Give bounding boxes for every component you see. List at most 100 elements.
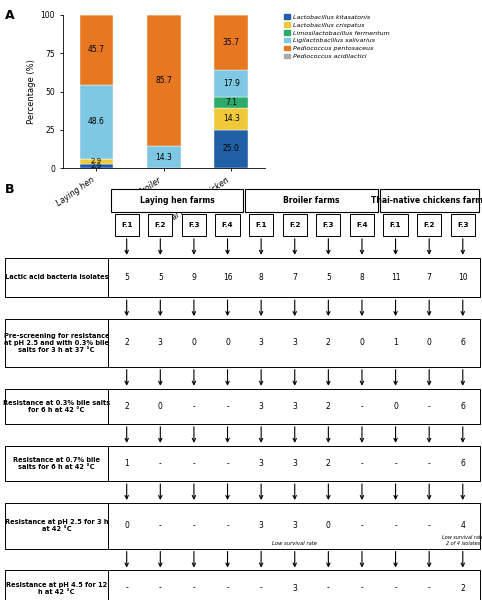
Bar [215, 214, 240, 236]
Text: F.3: F.3 [322, 222, 334, 228]
Bar [380, 189, 479, 212]
Text: 3: 3 [259, 402, 264, 411]
Text: 0: 0 [427, 338, 431, 347]
Text: 5: 5 [124, 273, 129, 282]
Text: 25.0: 25.0 [223, 145, 240, 154]
Bar [80, 159, 113, 164]
Text: 10: 10 [458, 273, 468, 282]
Text: -: - [226, 402, 229, 411]
Text: -: - [394, 459, 397, 468]
Text: 8: 8 [259, 273, 264, 282]
Text: F.4: F.4 [356, 222, 368, 228]
Bar [111, 189, 243, 212]
Bar [451, 214, 475, 236]
Text: 3: 3 [292, 584, 297, 593]
Text: 0: 0 [225, 338, 230, 347]
Text: 7.1: 7.1 [226, 98, 237, 107]
Bar [5, 503, 108, 549]
Text: -: - [361, 459, 363, 468]
Text: 0: 0 [393, 402, 398, 411]
Text: 3: 3 [158, 338, 163, 347]
Text: 11: 11 [391, 273, 401, 282]
Text: -: - [192, 402, 195, 411]
Bar [108, 257, 480, 297]
Text: 2: 2 [326, 459, 331, 468]
Text: Laying hen farms: Laying hen farms [140, 196, 214, 205]
Text: -: - [226, 584, 229, 593]
Bar [350, 214, 374, 236]
Text: F.1: F.1 [121, 222, 133, 228]
Text: 85.7: 85.7 [155, 76, 173, 85]
Text: Thai-native chickens farms: Thai-native chickens farms [371, 196, 482, 205]
Bar [148, 214, 173, 236]
Text: -: - [428, 584, 430, 593]
Text: 14.3: 14.3 [155, 152, 173, 161]
Text: 6: 6 [460, 459, 465, 468]
Text: -: - [192, 584, 195, 593]
Text: F.3: F.3 [188, 222, 200, 228]
Text: 2: 2 [124, 338, 129, 347]
Text: 1: 1 [124, 459, 129, 468]
Text: 7: 7 [427, 273, 431, 282]
Text: 2: 2 [326, 402, 331, 411]
Bar [282, 214, 307, 236]
Text: 6: 6 [460, 402, 465, 411]
Text: 0: 0 [360, 338, 364, 347]
Text: 2: 2 [326, 338, 331, 347]
Text: -: - [428, 459, 430, 468]
Text: -: - [226, 459, 229, 468]
Text: 3: 3 [292, 402, 297, 411]
Text: 3: 3 [259, 521, 264, 530]
Text: 35.7: 35.7 [223, 38, 240, 47]
Text: 1: 1 [393, 338, 398, 347]
Bar [249, 214, 273, 236]
Text: Resistance at 0.3% bile salts
for 6 h at 42 °C: Resistance at 0.3% bile salts for 6 h at… [3, 400, 110, 413]
Bar [214, 97, 248, 108]
Bar [108, 446, 480, 481]
Text: F.1: F.1 [390, 222, 402, 228]
Bar [214, 130, 248, 168]
Text: Resistance at pH 2.5 for 3 h
at 42 °C: Resistance at pH 2.5 for 3 h at 42 °C [5, 519, 108, 532]
Text: 45.7: 45.7 [88, 46, 105, 55]
Text: 5: 5 [326, 273, 331, 282]
Bar [80, 85, 113, 159]
Text: F.2: F.2 [423, 222, 435, 228]
Text: F.3: F.3 [457, 222, 469, 228]
Bar [108, 319, 480, 367]
Text: 2.9: 2.9 [91, 163, 102, 169]
Text: Resistance at pH 4.5 for 12
h at 42 °C: Resistance at pH 4.5 for 12 h at 42 °C [6, 581, 107, 595]
Text: -: - [327, 584, 330, 593]
Y-axis label: Percentage (%): Percentage (%) [27, 59, 36, 124]
Text: 16: 16 [223, 273, 232, 282]
Text: 5: 5 [158, 273, 163, 282]
Bar [5, 257, 108, 297]
Bar [384, 214, 408, 236]
Text: 6: 6 [460, 338, 465, 347]
Text: 4: 4 [460, 521, 465, 530]
Bar [214, 70, 248, 97]
Text: Broiler farms: Broiler farms [283, 196, 340, 205]
Bar [5, 389, 108, 424]
Text: -: - [192, 459, 195, 468]
Text: Lactic acid bacteria isolates: Lactic acid bacteria isolates [5, 274, 108, 280]
Text: -: - [361, 402, 363, 411]
Bar [115, 214, 139, 236]
Text: A: A [5, 9, 14, 22]
Bar [5, 319, 108, 367]
Text: 2.9: 2.9 [91, 158, 102, 164]
Text: -: - [361, 584, 363, 593]
Text: 8: 8 [360, 273, 364, 282]
Text: 0: 0 [191, 338, 196, 347]
Bar [108, 503, 480, 549]
Text: 2: 2 [460, 584, 465, 593]
Text: 2: 2 [124, 402, 129, 411]
Text: B: B [5, 183, 14, 196]
Text: -: - [428, 402, 430, 411]
Text: 3: 3 [292, 338, 297, 347]
Text: Low survival rate
2 of 4 isolates: Low survival rate 2 of 4 isolates [442, 535, 482, 546]
Text: 3: 3 [292, 521, 297, 530]
Bar [182, 214, 206, 236]
Text: 0: 0 [158, 402, 163, 411]
Text: 0: 0 [326, 521, 331, 530]
Bar [80, 15, 113, 85]
